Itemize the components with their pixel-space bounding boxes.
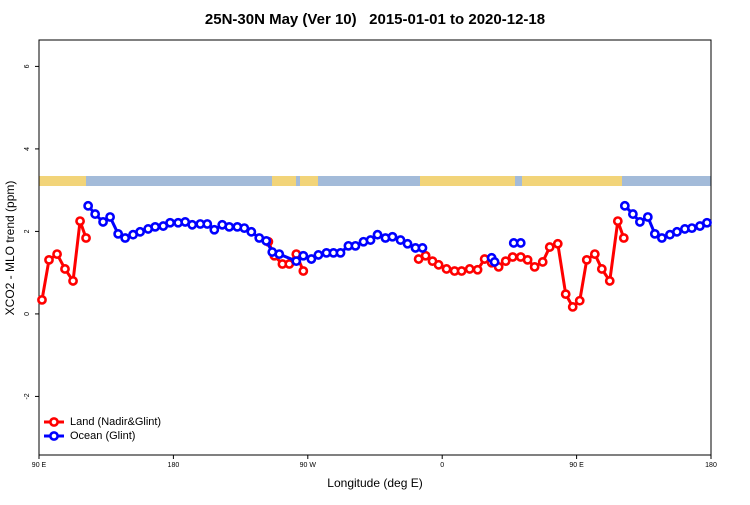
data-point	[618, 233, 629, 243]
data-point	[560, 289, 571, 300]
data-point	[165, 217, 176, 228]
chart-title: 25N-30N May (Ver 10) 2015-01-01 to 2020-…	[205, 11, 545, 28]
data-point	[515, 238, 526, 248]
x-tick-label: 90 E	[32, 462, 47, 469]
data-point	[574, 295, 585, 306]
data-point	[702, 217, 712, 228]
data-point	[627, 209, 638, 219]
y-tick-label: 2	[24, 229, 31, 233]
data-point	[417, 243, 428, 253]
data-point	[224, 221, 235, 232]
x-tick-label: 0	[440, 462, 444, 469]
data-point	[98, 217, 108, 227]
data-point	[387, 231, 398, 242]
data-point	[291, 256, 302, 267]
data-point	[306, 254, 317, 264]
y-tick-label: 6	[24, 64, 31, 68]
data-point	[261, 235, 272, 246]
data-point	[90, 209, 101, 219]
data-point	[489, 257, 500, 267]
x-tick-label: 180	[168, 462, 180, 469]
legend-label: Ocean (Glint)	[70, 430, 135, 442]
data-point	[313, 250, 324, 260]
data-point	[105, 212, 115, 222]
data-point	[619, 200, 630, 211]
data-point	[589, 249, 600, 260]
data-point	[441, 264, 452, 274]
data-point	[239, 223, 250, 234]
data-point	[672, 226, 682, 237]
data-point	[529, 261, 540, 272]
data-point	[642, 212, 653, 222]
data-point	[604, 276, 615, 286]
y-axis-label: XCO2 - MLO trend (ppm)	[3, 181, 17, 316]
plot-frame	[38, 39, 712, 456]
x-tick-label: 90 W	[300, 462, 317, 469]
data-point	[113, 228, 124, 239]
land-ocean-strip	[39, 176, 711, 186]
data-point	[372, 229, 383, 240]
data-point	[81, 233, 91, 243]
y-tick-label: -2	[24, 393, 31, 399]
data-point	[635, 217, 645, 227]
data-point	[596, 264, 607, 274]
data-point	[83, 200, 94, 211]
data-point	[656, 233, 667, 243]
data-point	[649, 228, 660, 239]
data-point	[44, 254, 54, 265]
data-point	[420, 250, 431, 261]
data-point	[365, 235, 376, 245]
data-point	[544, 242, 555, 252]
data-point	[686, 223, 697, 234]
data-point	[60, 264, 70, 274]
data-point	[209, 224, 220, 235]
data-point	[135, 226, 145, 237]
data-point	[567, 302, 578, 312]
data-point	[187, 219, 198, 230]
data-point	[274, 249, 285, 260]
data-point	[402, 238, 413, 249]
data-point	[395, 235, 406, 245]
data-point	[150, 221, 161, 232]
x-tick-label: 90 E	[569, 462, 584, 469]
data-point	[202, 219, 213, 229]
y-tick-label: 0	[24, 312, 31, 316]
data-point	[500, 256, 511, 267]
data-point	[75, 216, 85, 226]
data-point	[37, 294, 47, 305]
legend-marker	[49, 431, 59, 441]
data-point	[298, 250, 309, 261]
data-point	[507, 252, 518, 262]
data-point	[120, 233, 131, 243]
data-point	[246, 226, 257, 237]
data-point	[298, 266, 309, 276]
x-axis-label: Longitude (deg E)	[327, 476, 422, 490]
data-point	[52, 249, 62, 260]
legend-label: Land (Nadir&Glint)	[70, 416, 161, 428]
x-tick-label: 180	[705, 462, 717, 469]
data-point	[581, 254, 592, 265]
data-point	[456, 266, 467, 276]
data-point	[522, 254, 533, 265]
data-point	[433, 259, 444, 270]
legend-marker	[49, 417, 59, 427]
data-point	[68, 276, 78, 286]
data-point	[335, 247, 346, 258]
data-point	[350, 240, 361, 251]
data-point	[464, 264, 475, 274]
data-point	[537, 257, 548, 267]
data-point	[552, 238, 563, 249]
data-point	[472, 264, 483, 275]
y-tick-label: 4	[24, 147, 31, 151]
data-point	[612, 216, 623, 226]
